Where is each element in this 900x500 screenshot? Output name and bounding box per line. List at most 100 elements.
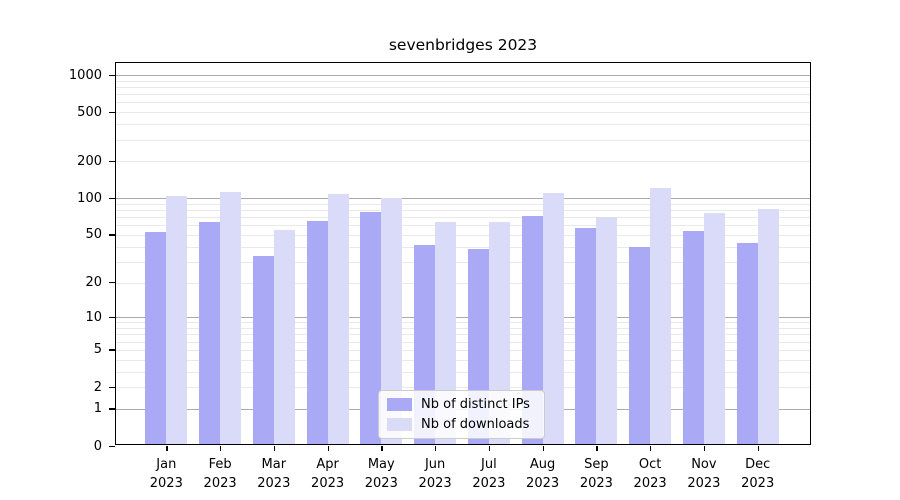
gridline-minor: [116, 371, 810, 373]
gridline-minor: [116, 124, 810, 126]
x-tick-mark: [703, 446, 706, 451]
gridline-minor: [116, 86, 810, 88]
bar-downloads-sep: [596, 216, 618, 444]
x-tick-mark: [435, 446, 437, 451]
x-tick-mark: [542, 446, 544, 451]
bar-distinct-ips-nov: [682, 230, 704, 444]
gridline-minor: [116, 234, 810, 236]
chart-title: sevenbridges 2023: [388, 36, 538, 54]
y-tick-mark: [109, 160, 115, 162]
legend: Nb of distinct IPs Nb of downloads: [378, 390, 545, 439]
gridline-minor: [116, 94, 810, 96]
legend-label-downloads: Nb of downloads: [421, 417, 530, 432]
y-tick-mark: [109, 74, 115, 76]
x-tick-mark: [381, 446, 383, 451]
x-tick-label-nov: Nov 2023: [687, 457, 721, 491]
bar-downloads-aug: [542, 193, 564, 444]
y-tick-label: 20: [85, 275, 102, 290]
bar-downloads-mar: [273, 229, 295, 444]
y-tick-mark: [109, 282, 115, 284]
gridline-minor: [116, 139, 810, 141]
y-tick-label: 1: [93, 401, 102, 417]
gridline-major: [116, 75, 810, 76]
bar-distinct-ips-oct: [629, 247, 651, 444]
gridline-minor: [116, 341, 810, 343]
y-tick-mark: [109, 234, 115, 236]
y-tick-mark: [109, 316, 115, 318]
gridline-minor: [116, 203, 810, 205]
bar-distinct-ips-mar: [252, 256, 274, 444]
gridline-minor: [116, 161, 810, 163]
x-tick-mark: [650, 446, 652, 451]
x-tick-label-feb: Feb 2023: [203, 457, 237, 491]
bar-downloads-jun: [435, 221, 457, 444]
y-tick-label: 10: [85, 309, 102, 325]
gridline-minor: [116, 246, 810, 248]
x-tick-mark: [488, 446, 491, 451]
bar-downloads-feb: [220, 192, 242, 444]
bar-distinct-ips-jan: [145, 231, 167, 444]
legend-swatch-downloads: [387, 418, 412, 431]
y-tick-label: 5: [93, 342, 102, 358]
gridline-minor: [116, 359, 810, 361]
y-tick-mark: [109, 197, 115, 199]
x-tick-mark: [757, 446, 759, 451]
x-tick-label-may: May 2023: [364, 457, 398, 491]
y-tick-label: 100: [77, 190, 102, 206]
legend-swatch-distinct-ips: [387, 398, 412, 411]
x-tick-mark: [596, 446, 598, 451]
bar-distinct-ips-aug: [521, 215, 543, 444]
x-tick-mark: [327, 446, 329, 451]
x-tick-mark: [273, 446, 276, 451]
gridline-minor: [116, 322, 810, 324]
gridline-minor: [116, 80, 810, 82]
bar-distinct-ips-dec: [736, 243, 758, 444]
gridline-minor: [116, 112, 810, 114]
bar-downloads-jul: [488, 222, 510, 444]
bar-downloads-dec: [757, 208, 779, 444]
bar-distinct-ips-apr: [306, 220, 328, 444]
y-tick-mark: [109, 445, 115, 447]
x-tick-label-oct: Oct 2023: [633, 457, 667, 491]
y-tick-label: 500: [77, 104, 102, 120]
x-tick-label-aug: Aug 2023: [526, 457, 560, 491]
gridline-minor: [116, 210, 810, 211]
x-tick-label-jul: Jul 2023: [472, 457, 506, 491]
y-tick-label: 200: [77, 153, 102, 169]
gridline-minor: [116, 387, 810, 388]
gridline-major: [116, 317, 810, 319]
x-tick-label-jun: Jun 2023: [418, 457, 452, 491]
y-tick-mark: [109, 111, 115, 113]
bar-distinct-ips-feb: [199, 222, 221, 444]
legend-label-distinct-ips: Nb of distinct IPs: [421, 397, 530, 412]
x-tick-label-sep: Sep 2023: [579, 457, 613, 491]
x-tick-label-mar: Mar 2023: [257, 457, 291, 491]
gridline-minor: [116, 261, 810, 263]
legend-row-distinct-ips: Nb of distinct IPs: [387, 397, 536, 412]
y-tick-label: 1000: [68, 67, 102, 83]
gridline-minor: [116, 282, 810, 284]
gridline-minor: [116, 349, 810, 351]
x-tick-label-jan: Jan 2023: [149, 457, 183, 491]
gridline-minor: [116, 102, 810, 104]
bar-downloads-nov: [703, 212, 725, 444]
gridline-minor: [116, 225, 810, 227]
y-tick-mark: [109, 408, 115, 410]
gridline-minor: [116, 334, 810, 336]
bar-downloads-oct: [650, 187, 672, 444]
x-tick-mark: [220, 446, 222, 451]
plot-area: 0 1 2 5 10 20 50 100 200 500 1000 Jan 2023 Feb 2023 Mar…: [69, 62, 811, 491]
bar-distinct-ips-sep: [575, 227, 597, 444]
x-tick-label-apr: Apr 2023: [311, 457, 345, 491]
x-tick-label-dec: Dec 2023: [741, 457, 775, 491]
y-tick-mark: [109, 386, 115, 388]
bar-downloads-apr: [327, 194, 349, 444]
gridline-major: [116, 198, 810, 200]
y-tick-label: 0: [93, 438, 102, 454]
y-tick-label: 50: [85, 227, 102, 243]
y-tick-label: 2: [93, 379, 102, 395]
bar-downloads-may: [381, 197, 403, 444]
gridline-minor: [116, 328, 810, 329]
gridline-minor: [116, 217, 810, 219]
